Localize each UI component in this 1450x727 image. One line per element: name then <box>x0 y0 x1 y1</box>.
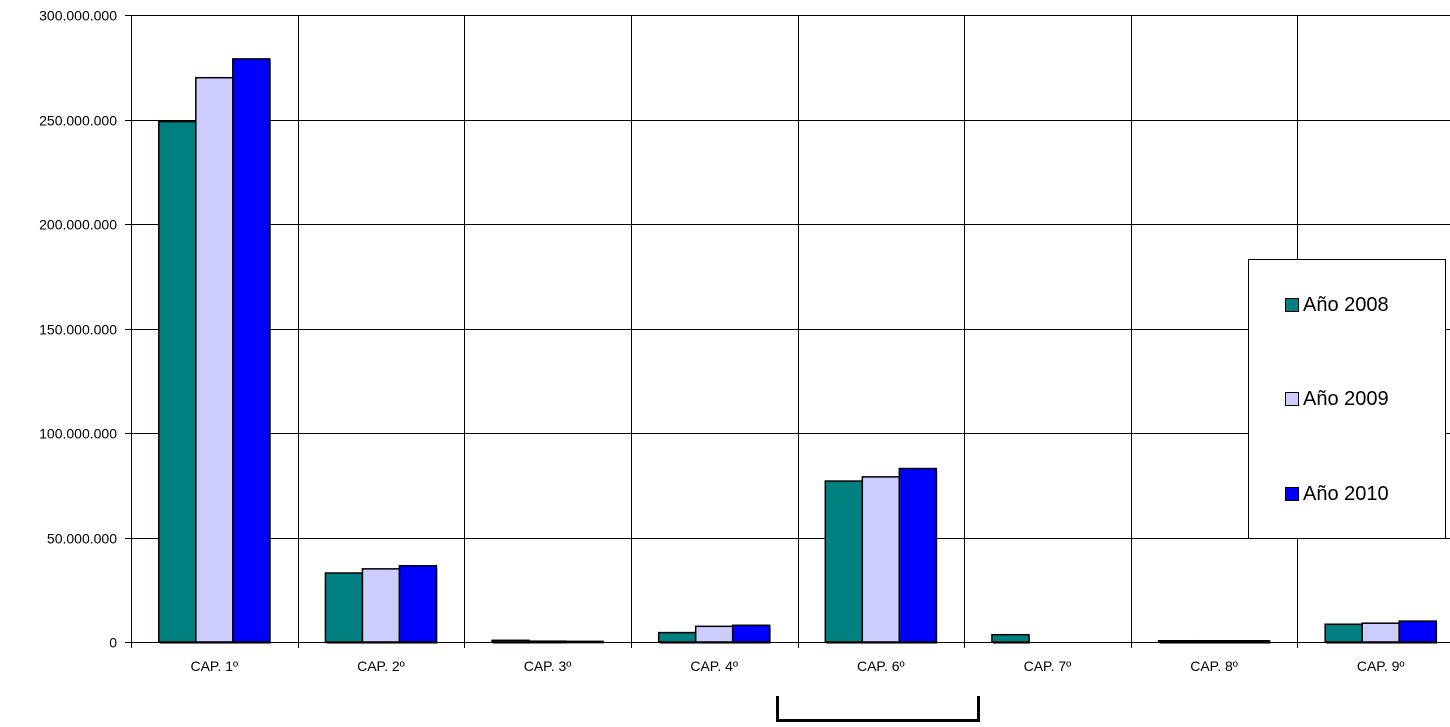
bar <box>232 58 271 643</box>
x-tick-label: CAP. 3º <box>524 658 572 674</box>
bar <box>824 480 864 643</box>
bar <box>861 476 901 643</box>
y-tick-label: 100.000.000 <box>39 426 117 442</box>
bar <box>1398 620 1437 643</box>
bar <box>1194 639 1234 643</box>
bar-shadow <box>493 642 531 644</box>
axes <box>131 15 1450 643</box>
x-tick-label: CAP. 6º <box>857 658 905 674</box>
legend-label-2008: Año 2008 <box>1303 293 1389 316</box>
bar <box>898 467 938 643</box>
bars <box>158 58 1438 645</box>
bar <box>195 76 234 643</box>
x-axis-ticks: CAP. 1º CAP. 2º CAP. 3º CAP. 4º CAP. 6º CAP. … <box>131 642 1405 674</box>
bar <box>158 120 197 643</box>
x-tick-label: CAP. 4º <box>690 658 738 674</box>
legend-label-2010: Año 2010 <box>1303 482 1389 505</box>
legend-swatch-2008 <box>1285 298 1299 312</box>
bar-shadow <box>1159 642 1197 644</box>
legend-swatch-2009 <box>1285 392 1299 406</box>
bar-shadow <box>530 643 568 644</box>
bar <box>1157 639 1197 643</box>
x-tick-label: CAP. 8º <box>1190 658 1238 674</box>
legend-item-2010: Año 2010 <box>1285 482 1389 506</box>
x-tick-label: CAP. 7º <box>1024 658 1072 674</box>
y-axis-ticks: 0 50.000.000 100.000.000 150.000.000 200.000… <box>39 8 131 651</box>
bar <box>565 640 604 643</box>
y-tick-label: 200.000.000 <box>39 217 117 233</box>
bar <box>1324 623 1363 643</box>
y-tick-label: 150.000.000 <box>39 322 117 338</box>
bar-shadow <box>1196 642 1234 644</box>
y-tick-label: 0 <box>109 635 117 651</box>
bar <box>991 633 1030 643</box>
y-tick-label: 300.000.000 <box>39 8 117 24</box>
bar <box>1231 639 1271 643</box>
bar-shadow <box>567 643 605 644</box>
bar <box>398 564 438 643</box>
bar-shadow <box>1233 642 1271 644</box>
x-tick-label: CAP. 2º <box>357 658 405 674</box>
legend-item-2008: Año 2008 <box>1285 293 1389 317</box>
x-tick-label: CAP. 1º <box>190 658 238 674</box>
legend: Año 2008 Año 2009 Año 2010 <box>1248 259 1446 539</box>
y-tick-label: 50.000.000 <box>47 531 117 547</box>
bar <box>657 631 697 643</box>
bracket-annotation <box>776 696 980 722</box>
bar <box>1361 622 1400 643</box>
bar <box>528 640 567 643</box>
bar <box>324 572 364 643</box>
bar <box>491 639 530 643</box>
bar <box>694 625 734 643</box>
legend-label-2009: Año 2009 <box>1303 387 1389 410</box>
bar <box>731 624 771 643</box>
y-tick-label: 250.000.000 <box>39 113 117 129</box>
x-tick-label: CAP. 9º <box>1357 658 1405 674</box>
legend-item-2009: Año 2009 <box>1285 387 1389 411</box>
bar <box>361 568 401 643</box>
legend-swatch-2010 <box>1285 487 1299 501</box>
